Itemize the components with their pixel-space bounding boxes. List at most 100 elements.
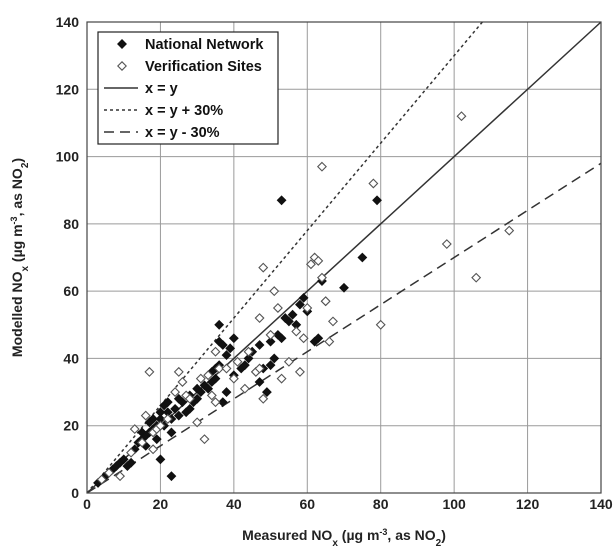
verification-site-point: [313, 255, 324, 266]
national-network-point: [155, 407, 166, 418]
verification-site-point: [456, 111, 467, 122]
verification-site-point: [170, 387, 181, 398]
national-network-point: [166, 471, 177, 482]
reference-line-dashed: [86, 162, 602, 494]
verification-site-point: [96, 474, 107, 485]
verification-site-point: [177, 377, 188, 387]
verification-site-point: [144, 366, 155, 377]
verification-site-point: [129, 424, 140, 435]
national-network-point: [313, 333, 324, 344]
national-network-point: [239, 360, 250, 371]
national-network-point: [203, 383, 214, 394]
legend: National Network Verification Sites x = y x…: [97, 31, 279, 145]
national-network-point: [217, 340, 228, 350]
y-axis-title: Modelled NOx (µg m-3, as NO2): [9, 158, 31, 357]
verification-site-point: [173, 366, 184, 377]
verification-site-point: [302, 302, 313, 313]
national-network-point: [195, 387, 206, 397]
verification-site-point: [221, 363, 232, 374]
national-network-point: [221, 387, 232, 397]
verification-site-point: [328, 316, 338, 327]
x-tick-label: 40: [226, 496, 242, 512]
x-axis-title: Measured NOx (µg m-3, as NO2): [242, 527, 446, 549]
y-tick-label: 40: [63, 350, 79, 366]
legend-label: Verification Sites: [145, 59, 262, 75]
verification-site-point: [162, 414, 173, 424]
verification-site-point: [316, 161, 327, 172]
verification-site-point: [258, 262, 269, 273]
y-tick-label: 60: [63, 283, 79, 299]
x-tick-label: 60: [299, 496, 315, 512]
national-network-point: [228, 333, 239, 344]
verification-site-point: [375, 319, 386, 330]
national-network-point: [295, 299, 305, 310]
y-tick-label: 20: [63, 418, 79, 434]
national-network-point: [265, 336, 276, 347]
verification-site-point: [283, 356, 294, 367]
national-network-point: [151, 434, 162, 445]
verification-site-point: [294, 366, 305, 377]
verification-site-point: [115, 471, 126, 482]
verification-site-point: [210, 397, 221, 408]
verification-site-point: [316, 272, 327, 283]
national-network-point: [265, 360, 276, 371]
verification-site-point: [140, 410, 151, 421]
plot-frame: [86, 21, 602, 494]
verification-site-point: [137, 437, 148, 448]
x-tick-label: 20: [153, 496, 169, 512]
y-tick-label: 140: [56, 14, 80, 30]
verification-site-point: [210, 346, 221, 357]
legend-label: x = y + 30%: [145, 103, 223, 119]
verification-site-point: [192, 417, 203, 428]
national-network-point: [126, 457, 136, 468]
national-network-point: [276, 333, 287, 344]
national-network-point: [243, 353, 254, 364]
legend-label: x = y: [145, 81, 178, 97]
verification-site-point: [272, 302, 283, 313]
national-network-point: [284, 316, 294, 327]
national-network-point: [192, 393, 203, 404]
x-tick-label: 140: [589, 496, 613, 512]
reference-line-solid: [86, 21, 602, 494]
y-tick-labels: 0 20 40 60 80 100 120 140: [56, 14, 80, 501]
national-network-point: [166, 427, 177, 438]
verification-site-point: [324, 336, 335, 347]
national-network-point: [155, 454, 166, 465]
y-tick-label: 80: [63, 216, 79, 232]
verification-site-point: [155, 420, 166, 431]
verification-site-point: [254, 313, 265, 324]
data-points: [93, 111, 515, 488]
verification-site-point: [104, 467, 115, 478]
legend-label: National Network: [145, 37, 264, 53]
verification-site-point: [126, 447, 137, 458]
verification-site-point: [368, 178, 379, 189]
verification-site-point: [291, 326, 302, 337]
verification-site-point: [504, 225, 515, 236]
verification-site-point: [298, 333, 309, 344]
verification-site-point: [276, 373, 287, 384]
national-network-point: [184, 403, 195, 414]
verification-site-point: [228, 373, 239, 384]
verification-site-point: [148, 444, 159, 455]
x-tick-label: 0: [83, 496, 91, 512]
national-network-point: [170, 403, 181, 414]
legend-marker-filled-diamond: [117, 39, 127, 49]
verification-site-point: [214, 363, 225, 374]
national-network-point: [339, 282, 349, 293]
x-tick-labels: 0 20 40 60 80 100 120 140: [83, 496, 613, 512]
national-network-point: [214, 319, 225, 330]
x-tick-label: 100: [442, 496, 466, 512]
national-network-point: [162, 397, 173, 408]
national-network-point: [254, 340, 265, 350]
verification-site-point: [269, 286, 280, 297]
national-network-point: [217, 397, 228, 408]
national-network-point: [357, 252, 368, 263]
national-network-point: [269, 353, 280, 364]
national-network-point: [261, 387, 272, 397]
verification-site-point: [239, 383, 250, 394]
verification-site-point: [243, 346, 254, 357]
national-network-point: [173, 410, 184, 421]
verification-site-point: [258, 393, 269, 404]
verification-site-point: [199, 434, 210, 445]
